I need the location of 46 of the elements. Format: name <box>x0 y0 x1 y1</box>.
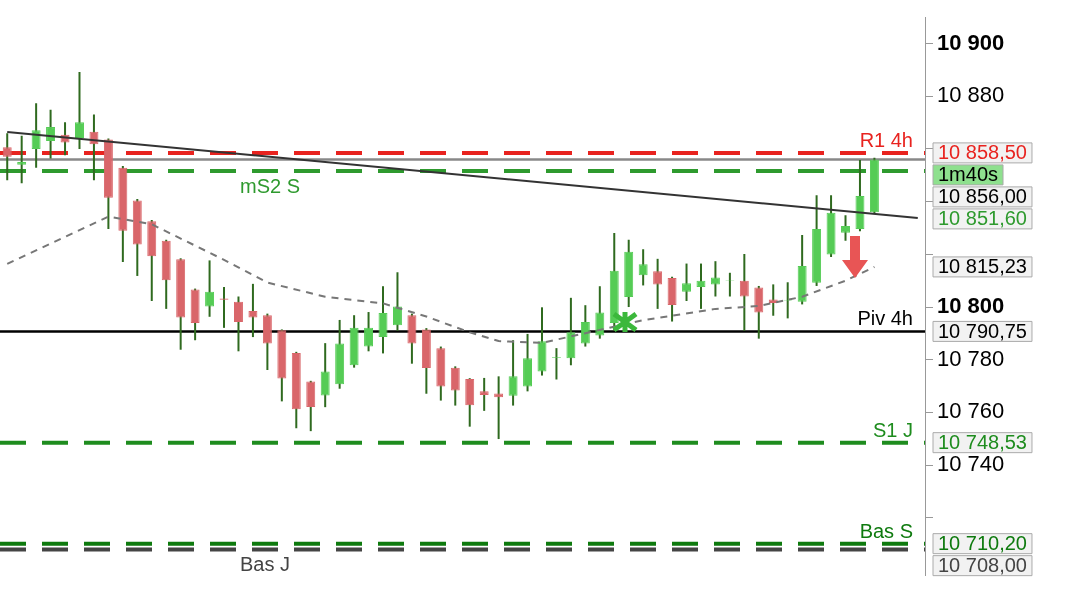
candlestick <box>17 134 27 185</box>
candlestick <box>739 253 749 332</box>
text: 10 815,23 <box>938 255 1027 278</box>
candlestick <box>566 296 576 367</box>
candlestick <box>2 132 12 182</box>
ref-line-label: Bas J <box>240 553 291 576</box>
candlestick <box>508 339 518 407</box>
y-tick-label: 10 880 <box>937 82 1005 108</box>
candlestick <box>653 257 663 310</box>
y-tick-label: 10 740 <box>937 451 1005 477</box>
text: 10 708,00 <box>938 554 1027 577</box>
y-tick-label: 10 800 <box>937 293 1005 319</box>
candlestick <box>234 295 243 353</box>
y-tick-label: 10 780 <box>937 345 1005 371</box>
y-tick-label: 10 760 <box>937 398 1005 424</box>
candlestick <box>494 375 504 441</box>
text: 10 851,60 <box>938 207 1027 230</box>
candlestick <box>754 284 764 340</box>
ref-line-label: mS2 S <box>240 175 301 198</box>
text: 10 748,53 <box>938 431 1027 454</box>
candlestick <box>320 342 330 409</box>
candlestick <box>205 259 215 318</box>
candlestick <box>31 102 41 169</box>
candlestick <box>450 365 460 407</box>
text: 10 856,00 <box>938 185 1027 208</box>
y-tick-label: 10 900 <box>937 29 1005 55</box>
candlestick <box>841 214 850 242</box>
text: 10 710,20 <box>938 532 1027 555</box>
text: 10 858,50 <box>938 141 1027 164</box>
ref-line-label: Bas S <box>859 519 913 542</box>
candlestick <box>580 304 590 348</box>
candlestick <box>768 283 778 317</box>
candlestick <box>392 271 402 332</box>
candlestick <box>479 376 489 412</box>
text: 10 790,75 <box>938 319 1027 342</box>
candlestick <box>75 71 84 150</box>
candlestick <box>682 262 691 302</box>
ref-line-label: S1 J <box>872 418 913 441</box>
candlestick <box>306 379 316 433</box>
ref-line-label: R1 4h <box>859 128 913 151</box>
ref-line-label: Piv 4h <box>857 307 913 330</box>
candlestick <box>638 248 648 287</box>
text: 1m40s <box>938 163 999 186</box>
candlestick <box>696 262 706 310</box>
candlestick <box>248 282 258 339</box>
candlestick <box>364 311 374 353</box>
